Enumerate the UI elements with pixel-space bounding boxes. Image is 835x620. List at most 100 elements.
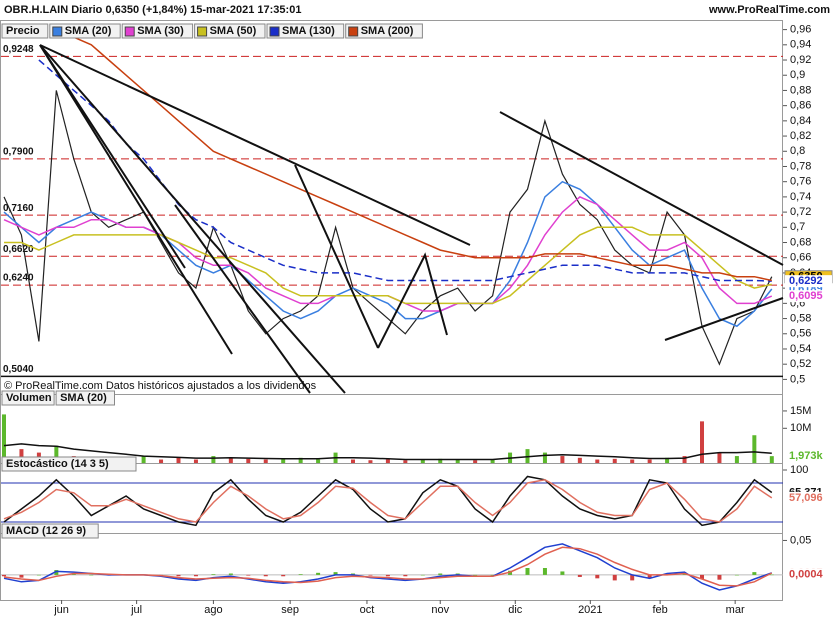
bar (211, 456, 216, 463)
support-label: 0,5040 (3, 364, 34, 375)
x-tick-label: nov (431, 604, 449, 616)
x-tick-label: mar (726, 604, 745, 616)
bar (595, 459, 600, 463)
bar (752, 435, 757, 463)
legend-item-bg (1, 23, 49, 39)
bar (473, 460, 478, 463)
y-tick-label: 0,86 (790, 100, 811, 112)
bar (316, 572, 321, 575)
y-tick-label: 0,05 (790, 534, 811, 546)
series-line (3, 90, 773, 366)
y-tick-label: 10M (790, 422, 811, 434)
y-tick-label: 15M (790, 405, 811, 417)
bar (455, 459, 460, 463)
bar (211, 574, 216, 575)
legend-item-bg (1, 523, 99, 539)
y-tick-label: 0,9 (790, 69, 805, 81)
bar (490, 459, 495, 463)
bar (438, 458, 443, 463)
value-tag (785, 275, 832, 288)
series-line (3, 475, 773, 527)
bar (420, 459, 425, 463)
legend-item-bg (266, 23, 345, 39)
y-tick-label: 0,84 (790, 115, 811, 127)
bar (263, 459, 268, 463)
bar (2, 414, 6, 463)
bar (665, 457, 670, 463)
legend-swatch (124, 26, 135, 37)
bar (333, 572, 338, 575)
value-tag (785, 450, 832, 463)
bar (647, 459, 652, 463)
y-tick-label: 0,54 (790, 343, 811, 355)
bar (542, 568, 547, 575)
bar (647, 574, 652, 579)
bar (612, 574, 617, 581)
bar (246, 458, 251, 463)
bar (193, 459, 198, 463)
bar (54, 570, 59, 575)
level-label-bg (1, 43, 39, 55)
level-label: 0,6240 (3, 273, 34, 284)
legend-swatch (269, 26, 280, 37)
trend-lines (39, 44, 784, 394)
series-line (4, 226, 772, 305)
legend-label: SMA (20) (60, 392, 107, 404)
y-tick-label: 0,66 (790, 252, 811, 264)
series-line (3, 479, 773, 523)
bar (281, 459, 286, 463)
bar (752, 572, 757, 575)
bar (2, 574, 6, 577)
legend-label: SMA (50) (210, 25, 257, 37)
value-tag (785, 491, 832, 504)
trend-line (377, 252, 448, 349)
series-line (56, 28, 772, 282)
x-tick-label: feb (652, 604, 667, 616)
bar (298, 574, 303, 575)
x-tick-label: jun (53, 604, 69, 616)
bar (246, 574, 251, 576)
bar (542, 452, 547, 463)
legend-item-bg (49, 23, 121, 39)
bar (298, 457, 303, 463)
bar (89, 574, 94, 576)
y-tick-label: 0,74 (790, 191, 811, 203)
y-tick-label: 0,56 (790, 328, 811, 340)
trend-line (174, 204, 311, 394)
trend-line (294, 164, 379, 349)
bar (403, 574, 408, 577)
trend-line (39, 44, 471, 246)
bar (560, 571, 565, 575)
legend-label: SMA (130) (282, 25, 335, 37)
value-tag (785, 568, 832, 581)
bar (700, 574, 704, 580)
x-tick-label: dic (508, 604, 523, 616)
bar (473, 574, 478, 576)
legend-swatch (348, 26, 359, 37)
value-tag-label: 0,6292 (789, 275, 823, 287)
legend-label: SMA (200) (361, 25, 414, 37)
bar (19, 574, 24, 578)
legend-item-bg (1, 456, 137, 472)
legend-label: SMA (20) (65, 25, 112, 37)
bar (525, 568, 530, 575)
bar (368, 574, 373, 576)
value-tag-label: 0,6095 (789, 290, 823, 302)
value-tag-label: 0,0004 (789, 569, 824, 581)
legend-item-bg (194, 23, 266, 39)
y-tick-label: 0,5 (790, 373, 805, 385)
bar (54, 445, 59, 463)
x-tick-label: sep (281, 604, 299, 616)
bar (176, 574, 181, 577)
level-label: 0,7900 (3, 147, 34, 158)
bar (490, 574, 495, 576)
y-tick-label: 0,58 (790, 312, 811, 324)
trend-line (499, 111, 784, 266)
bar (281, 574, 286, 577)
y-tick-label: 0,7 (790, 221, 805, 233)
x-tick-label: jul (130, 604, 142, 616)
bar (595, 574, 600, 579)
y-tick-label: 0,8 (790, 145, 805, 157)
level-label-bg (1, 145, 39, 157)
